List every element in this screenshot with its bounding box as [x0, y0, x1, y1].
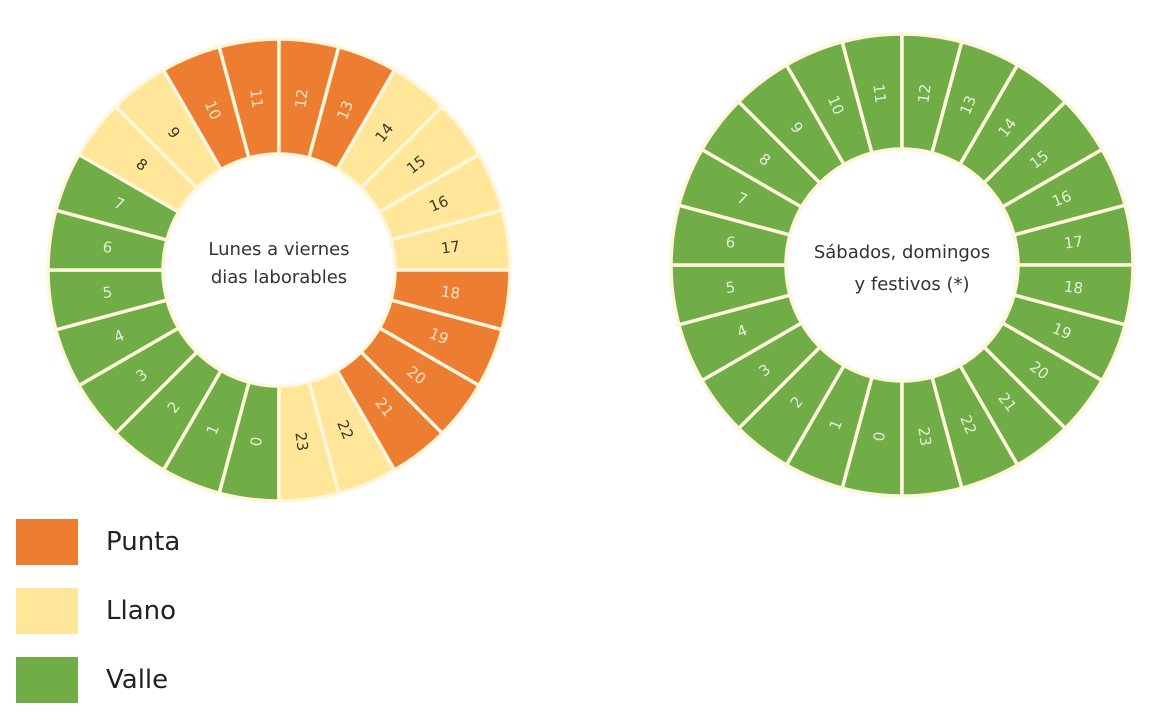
- hour-label-5: 5: [725, 278, 737, 297]
- hour-label-11: 11: [869, 83, 889, 104]
- hour-label-17: 17: [1063, 232, 1084, 252]
- hour-segment-23: [900, 374, 964, 498]
- hour-label-0: 0: [870, 431, 889, 443]
- legend-swatch-punta: [16, 519, 78, 565]
- hour-label-12: 12: [914, 83, 934, 104]
- hour-label-19: 19: [427, 324, 452, 348]
- hour-label-17: 17: [440, 237, 461, 257]
- hour-label-19: 19: [1050, 319, 1075, 343]
- hour-label-10: 10: [824, 93, 848, 118]
- hour-label-22: 22: [956, 413, 980, 438]
- ring-weekday-title-line1: Lunes a viernes: [208, 239, 349, 260]
- hour-segment-23: [277, 379, 341, 503]
- ring-weekend-title-line2: y festivos (*): [854, 274, 969, 295]
- legend-item-valle: Valle: [16, 657, 180, 703]
- legend-label: Punta: [106, 527, 181, 557]
- hour-label-18: 18: [1063, 277, 1084, 297]
- legend-label: Llano: [106, 596, 177, 626]
- hour-label-13: 13: [333, 98, 357, 123]
- hour-label-22: 22: [333, 418, 357, 443]
- legend-item-punta: Punta: [16, 519, 180, 565]
- ring-weekend-title-line1: Sábados, domingos: [814, 242, 990, 263]
- hour-label-10: 10: [201, 98, 225, 123]
- hour-label-23: 23: [291, 431, 311, 452]
- legend-item-llano: Llano: [16, 588, 180, 634]
- hour-label-16: 16: [427, 192, 452, 216]
- hour-label-11: 11: [246, 88, 266, 109]
- hour-label-5: 5: [102, 283, 114, 302]
- hour-label-6: 6: [725, 233, 737, 252]
- hour-label-6: 6: [102, 238, 114, 257]
- legend: Punta Llano Valle: [16, 519, 180, 726]
- hour-label-16: 16: [1050, 187, 1075, 211]
- hour-label-0: 0: [247, 436, 266, 448]
- hour-label-13: 13: [956, 93, 980, 118]
- hour-label-18: 18: [440, 282, 461, 302]
- legend-swatch-llano: [16, 588, 78, 634]
- hour-label-23: 23: [914, 426, 934, 447]
- hour-label-12: 12: [291, 88, 311, 109]
- legend-label: Valle: [106, 665, 169, 695]
- legend-swatch-valle: [16, 657, 78, 703]
- ring-weekday-title-line2: dias laborables: [211, 267, 347, 288]
